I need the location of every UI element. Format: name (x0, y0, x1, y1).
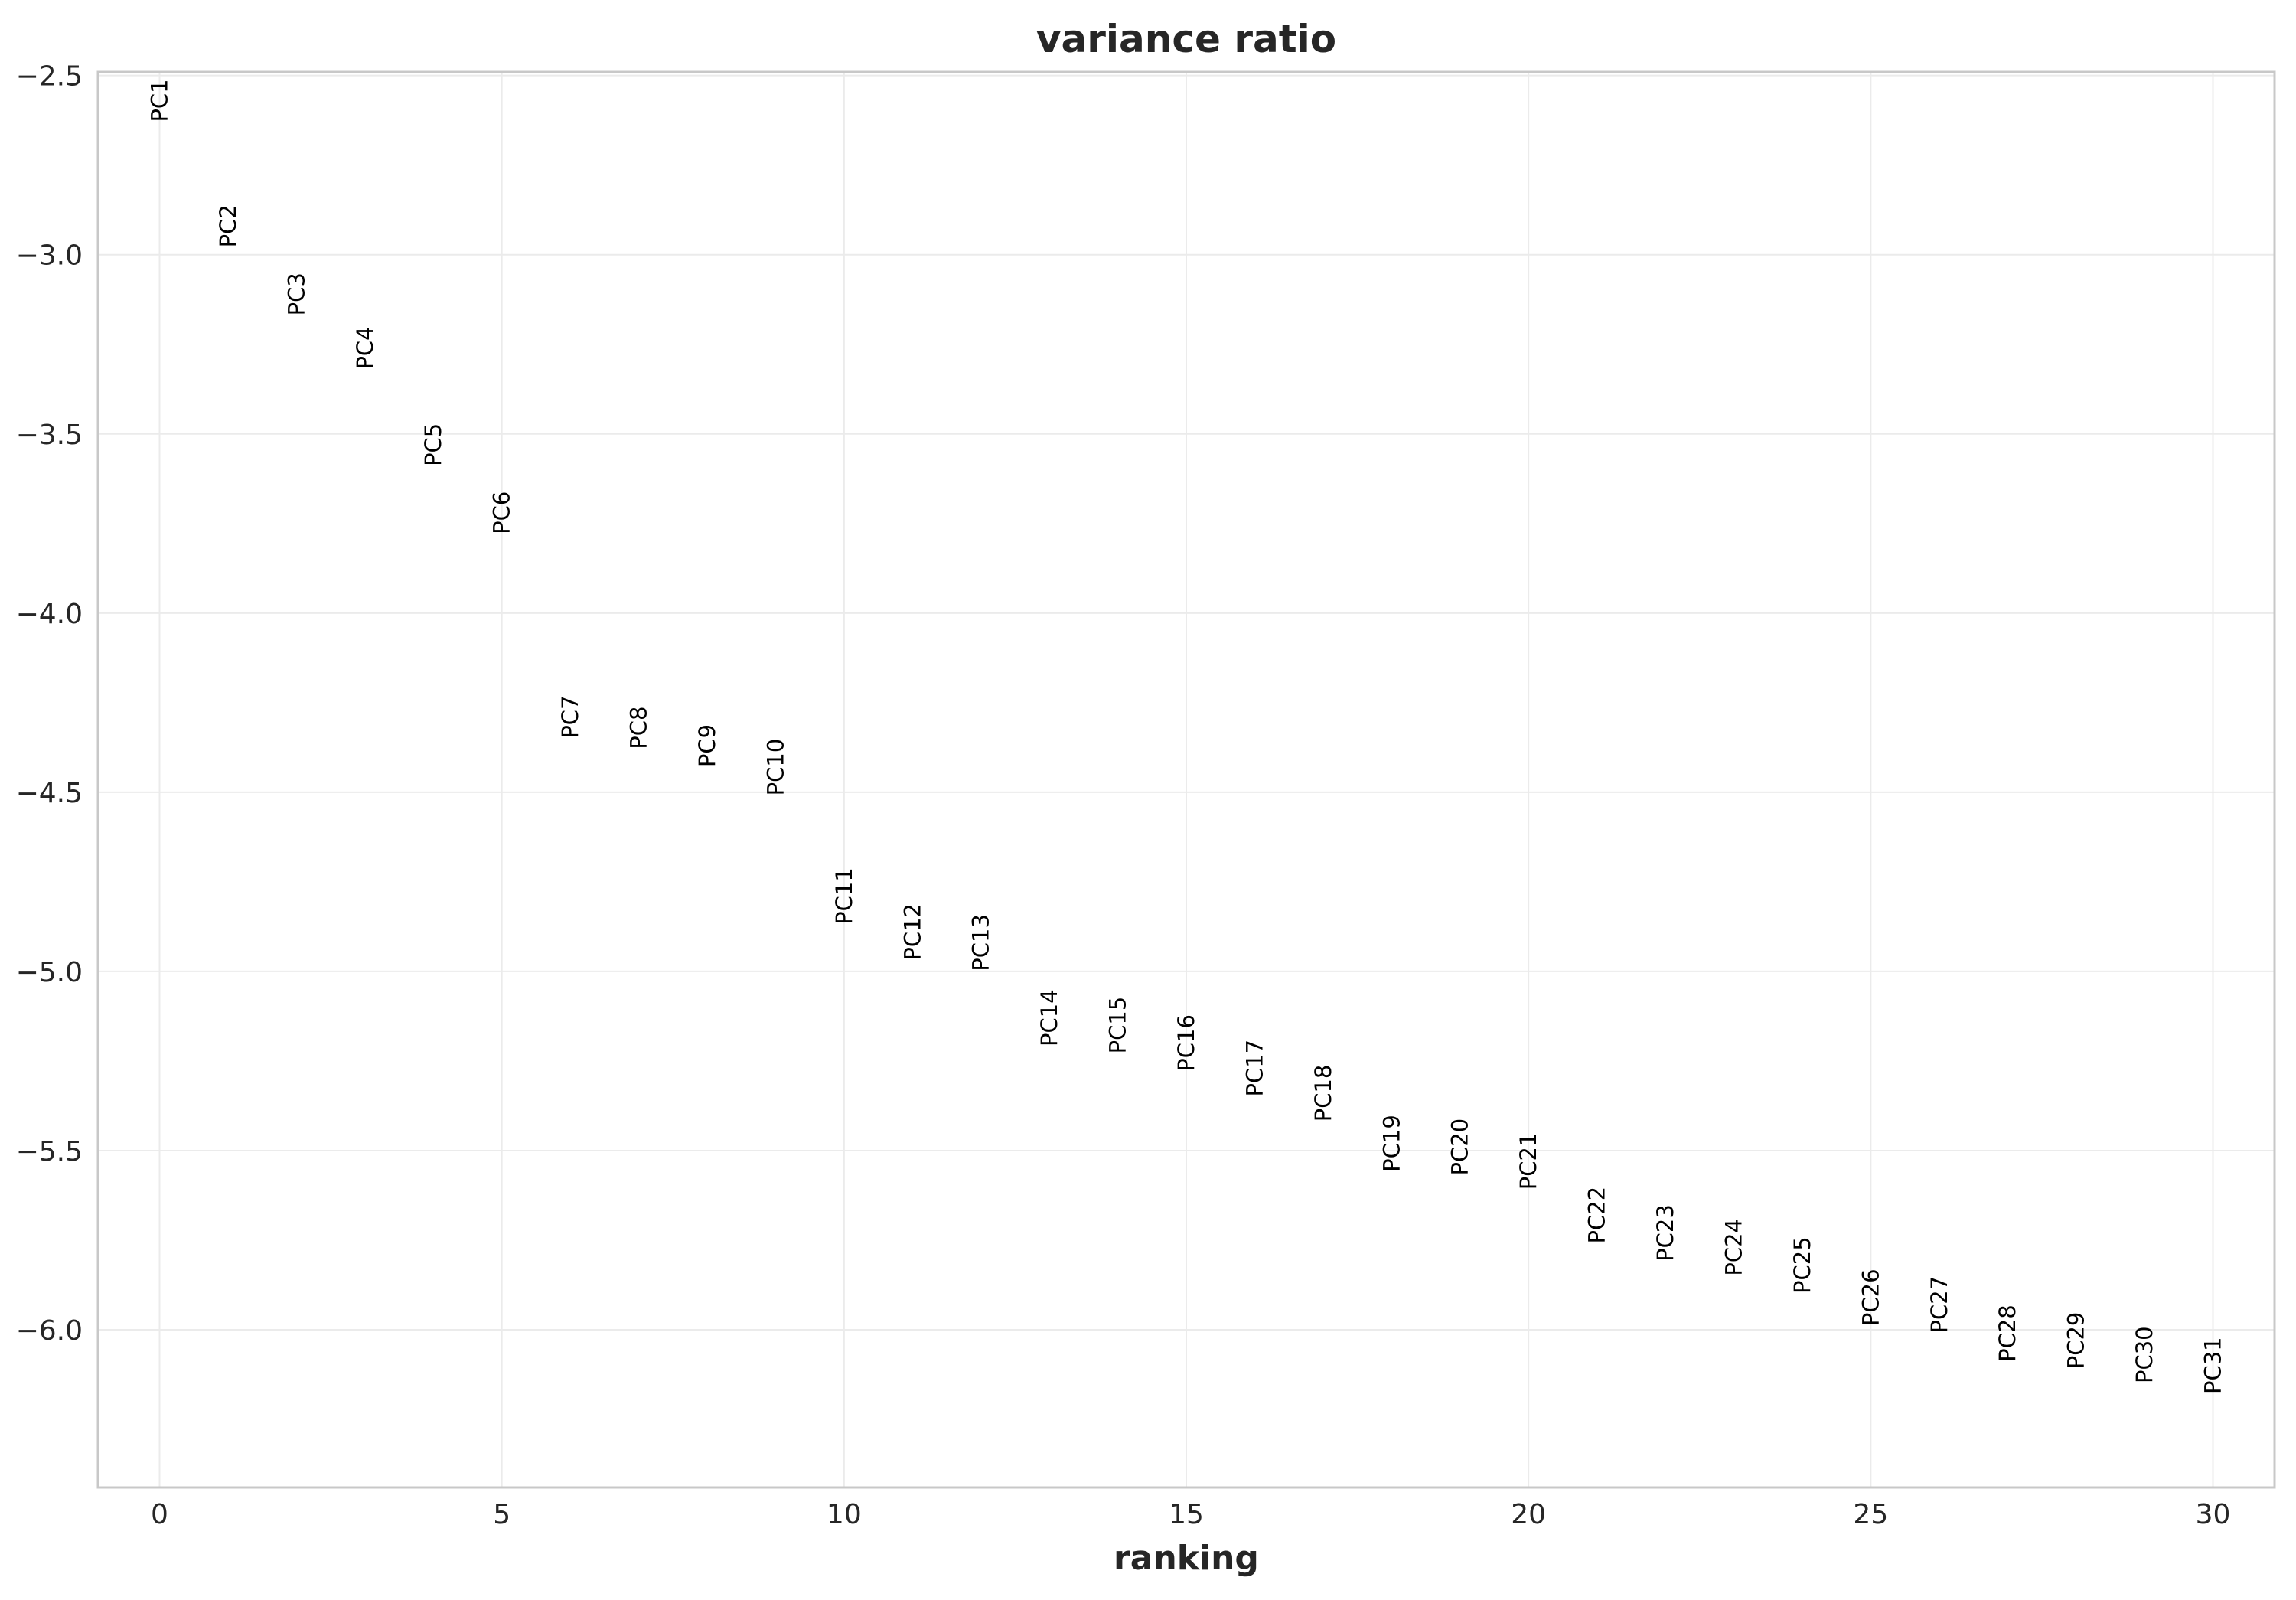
point-label-pc27: PC27 (1926, 1276, 1952, 1334)
point-label-pc14: PC14 (1036, 989, 1062, 1047)
point-label-pc1: PC1 (146, 79, 172, 122)
y-tick-label: −5.0 (16, 957, 83, 988)
point-label-pc11: PC11 (831, 867, 857, 925)
y-tick-label: −5.5 (16, 1136, 83, 1167)
point-label-pc30: PC30 (2131, 1326, 2157, 1383)
point-label-pc4: PC4 (352, 326, 378, 369)
point-label-pc22: PC22 (1584, 1187, 1610, 1244)
point-label-pc13: PC13 (968, 914, 994, 971)
grid-layer (98, 72, 2275, 1487)
point-label-pc23: PC23 (1652, 1204, 1678, 1262)
x-tick-label: 30 (2196, 1499, 2231, 1530)
point-label-pc31: PC31 (2200, 1337, 2226, 1394)
x-tick-label: 5 (493, 1499, 510, 1530)
y-tick-label: −3.5 (16, 420, 83, 451)
y-axis-ticks: −2.5 −3.0 −3.5 −4.0 −4.5 −5.0 −5.5 −6.0 (16, 61, 83, 1347)
y-tick-label: −4.0 (16, 599, 83, 630)
y-tick-label: −4.5 (16, 778, 83, 809)
point-label-pc25: PC25 (1789, 1236, 1815, 1294)
x-tick-label: 10 (827, 1499, 862, 1530)
point-label-pc28: PC28 (1994, 1304, 2020, 1362)
point-label-pc2: PC2 (215, 204, 241, 247)
x-tick-label: 0 (151, 1499, 168, 1530)
point-label-pc5: PC5 (420, 423, 446, 466)
chart-title: variance ratio (1036, 17, 1336, 61)
x-tick-label: 25 (1853, 1499, 1888, 1530)
x-tick-label: 20 (1511, 1499, 1546, 1530)
point-label-pc9: PC9 (694, 724, 720, 767)
point-label-pc24: PC24 (1720, 1219, 1746, 1276)
point-label-pc18: PC18 (1310, 1065, 1336, 1122)
y-tick-label: −3.0 (16, 240, 83, 272)
x-axis-label: ranking (1114, 1539, 1259, 1578)
y-tick-label: −6.0 (16, 1315, 83, 1347)
point-label-pc20: PC20 (1447, 1118, 1473, 1176)
x-tick-label: 15 (1169, 1499, 1204, 1530)
point-label-pc7: PC7 (557, 695, 583, 738)
point-label-pc17: PC17 (1241, 1040, 1267, 1097)
point-label-pc12: PC12 (899, 903, 925, 961)
point-label-pc19: PC19 (1378, 1115, 1404, 1172)
point-label-pc8: PC8 (626, 707, 652, 749)
point-labels: PC1 PC2 PC3 PC4 PC5 PC6 PC7 PC8 PC9 PC10 PC11 PC12 P… (146, 79, 2226, 1394)
x-axis-ticks: 0 5 10 15 20 25 30 (151, 1499, 2230, 1530)
point-label-pc10: PC10 (762, 739, 788, 796)
point-label-pc16: PC16 (1173, 1014, 1199, 1072)
point-label-pc6: PC6 (489, 491, 515, 534)
point-label-pc15: PC15 (1105, 997, 1131, 1054)
plot-frame (96, 70, 2276, 1489)
point-label-pc29: PC29 (2063, 1312, 2089, 1370)
point-label-pc3: PC3 (283, 273, 309, 315)
point-label-pc21: PC21 (1515, 1133, 1541, 1190)
y-tick-label: −2.5 (16, 61, 83, 93)
point-label-pc26: PC26 (1857, 1269, 1883, 1326)
